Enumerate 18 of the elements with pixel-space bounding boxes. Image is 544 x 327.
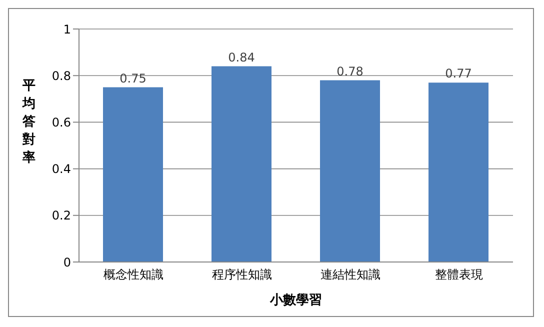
- x-tick-label: 概念性知識: [103, 268, 164, 282]
- bar: [212, 66, 272, 262]
- data-label: 0.78: [336, 64, 364, 78]
- bar: [103, 87, 163, 262]
- y-tick-label: 0.2: [52, 208, 71, 223]
- y-tick-label: 0.8: [52, 68, 71, 83]
- x-tick-label: 連結性知識: [320, 268, 380, 282]
- bar: [428, 82, 488, 262]
- y-tick-label: 0: [63, 255, 71, 270]
- y-tick-label: 0.4: [52, 162, 71, 176]
- x-tick-label: 整體表現: [434, 268, 483, 282]
- y-tick-label: 1: [63, 22, 71, 36]
- x-tick-label: 程序性知識: [212, 268, 272, 282]
- bar: [320, 80, 380, 262]
- data-label: 0.84: [228, 50, 255, 64]
- y-tick-label: 0.6: [52, 115, 71, 130]
- y-axis-title: 平均答對率: [22, 78, 36, 166]
- x-axis-title: 小數學習: [269, 293, 322, 308]
